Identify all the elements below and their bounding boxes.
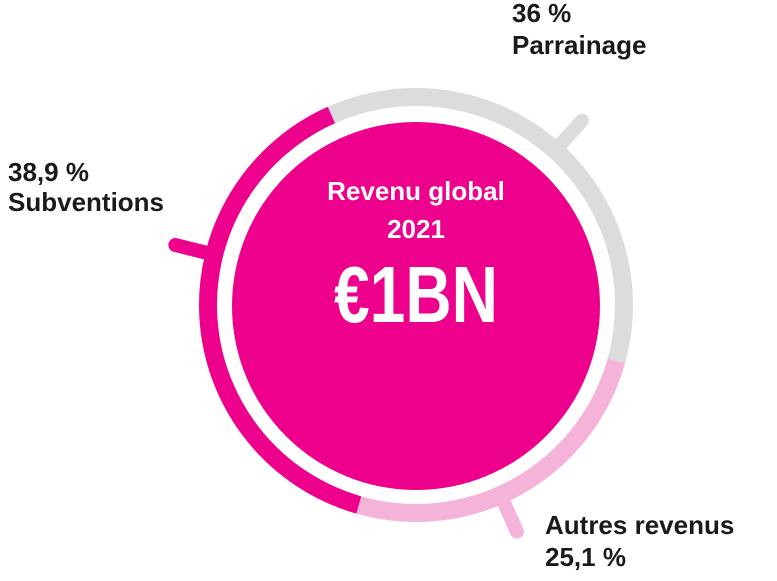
donut-segment [199,106,362,514]
value-label: 38,9 % [8,157,89,187]
category-label: Subventions [8,187,164,217]
donut-segment [356,358,626,522]
center-title-box: Revenu global 2021 [327,176,505,244]
center-disc [232,122,600,490]
center-title: Revenu global 2021 [327,176,505,244]
value-label: 25,1 % [545,542,626,572]
leader-line [548,113,589,158]
category-label: Autres revenus [545,510,734,540]
leader-line [493,488,524,539]
center-value: €1BN [334,250,498,339]
value-label: 36 % [512,0,571,28]
leader-line [168,238,222,262]
category-label: Parrainage [512,30,646,60]
